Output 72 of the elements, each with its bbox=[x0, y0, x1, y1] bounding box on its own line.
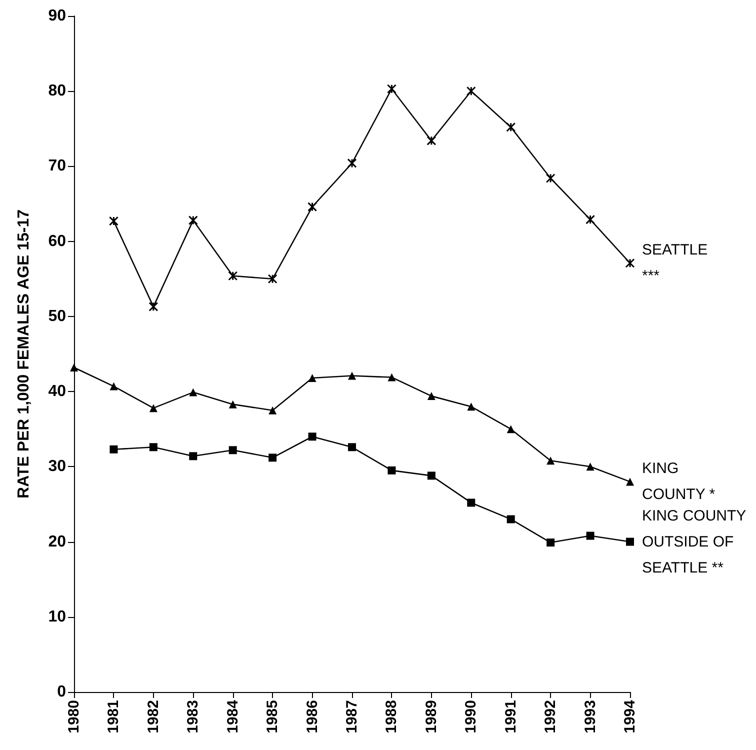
point bbox=[626, 478, 634, 486]
point bbox=[348, 443, 356, 452]
point bbox=[388, 373, 396, 382]
point bbox=[268, 454, 277, 462]
y-tick-label: 30 bbox=[48, 458, 66, 476]
point bbox=[388, 466, 396, 474]
point bbox=[586, 462, 594, 471]
point bbox=[110, 445, 118, 454]
point bbox=[149, 404, 158, 412]
point bbox=[108, 216, 118, 226]
point bbox=[625, 258, 635, 268]
x-tick-label: 1984 bbox=[224, 699, 242, 734]
series-label: KING COUNTY OUTSIDE OF SEATTLE ** bbox=[642, 507, 746, 576]
x-tick-label: 1994 bbox=[622, 699, 638, 734]
x-tick-label: 1988 bbox=[383, 700, 400, 734]
point bbox=[148, 302, 158, 312]
x-tick-label: 1986 bbox=[304, 700, 321, 734]
y-tick-label: 10 bbox=[48, 608, 66, 626]
point bbox=[308, 432, 316, 441]
point bbox=[427, 392, 436, 400]
point bbox=[466, 86, 476, 96]
point bbox=[546, 538, 555, 547]
x-tick-label: 1983 bbox=[184, 700, 202, 734]
x-tick-label: 1982 bbox=[144, 700, 162, 734]
point bbox=[427, 472, 436, 480]
point bbox=[308, 202, 318, 212]
point bbox=[506, 425, 515, 434]
y-axis-title: RATE PER 1,000 FEMALES AGE 15-17 bbox=[16, 209, 32, 498]
point bbox=[188, 216, 198, 226]
point bbox=[189, 452, 198, 460]
x-tick-label: 1991 bbox=[502, 700, 520, 734]
x-tick-label: 1990 bbox=[462, 700, 480, 734]
point bbox=[348, 372, 356, 380]
x-tick-label: 1985 bbox=[264, 700, 282, 734]
point bbox=[546, 173, 556, 183]
point bbox=[506, 515, 515, 524]
y-tick-label: 90 bbox=[48, 8, 66, 24]
point bbox=[546, 456, 555, 465]
point bbox=[228, 446, 237, 454]
x-tick-label: 1992 bbox=[542, 700, 560, 734]
series-label: SEATTLE *** bbox=[642, 242, 708, 285]
y-tick-label: 70 bbox=[48, 158, 66, 175]
point bbox=[149, 443, 158, 452]
x-tick-label: 1987 bbox=[344, 700, 360, 734]
point bbox=[586, 532, 594, 540]
point bbox=[228, 400, 237, 408]
point bbox=[268, 406, 277, 414]
x-tick-label: 1981 bbox=[105, 700, 122, 734]
point bbox=[268, 274, 278, 284]
x-tick-label: 1989 bbox=[422, 700, 440, 734]
y-tick-label: 50 bbox=[48, 308, 66, 325]
point bbox=[467, 498, 476, 507]
point bbox=[347, 158, 357, 168]
y-tick-label: 20 bbox=[48, 533, 66, 550]
y-tick-label: 40 bbox=[48, 383, 66, 400]
y-tick-label: 0 bbox=[57, 684, 66, 700]
point bbox=[110, 382, 118, 390]
point bbox=[189, 388, 198, 396]
y-tick-label: 60 bbox=[48, 232, 66, 250]
point bbox=[70, 364, 78, 372]
point bbox=[426, 136, 436, 146]
point bbox=[467, 402, 476, 411]
point bbox=[586, 214, 596, 224]
point bbox=[506, 122, 516, 132]
x-tick-label: 1980 bbox=[66, 700, 82, 734]
point bbox=[308, 374, 316, 382]
point bbox=[386, 84, 396, 94]
series-label: KING COUNTY * bbox=[642, 460, 716, 504]
y-tick-label: 80 bbox=[48, 82, 66, 100]
point bbox=[626, 538, 634, 546]
point bbox=[228, 271, 238, 281]
x-tick-label: 1993 bbox=[582, 700, 599, 734]
